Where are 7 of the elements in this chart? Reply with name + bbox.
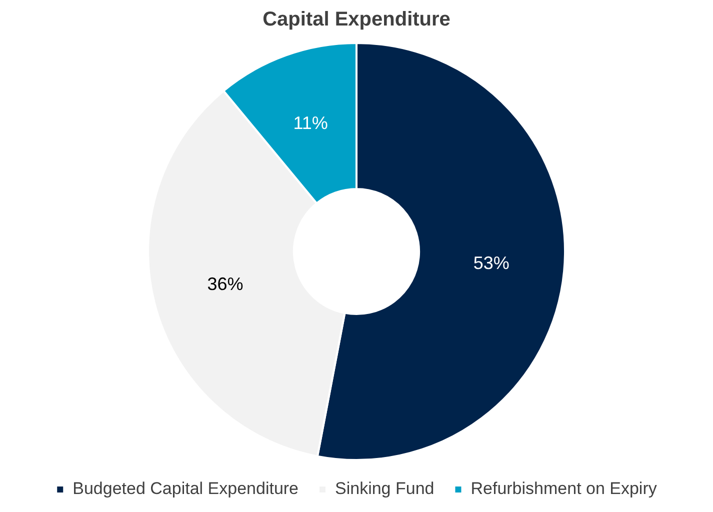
data-label: 36% (207, 274, 244, 294)
chart-title: Capital Expenditure (262, 8, 450, 31)
data-label: 11% (293, 112, 328, 133)
legend-label: Refurbishment on Expiry (470, 479, 658, 498)
data-label: 53% (473, 253, 510, 274)
legend-label: Sinking Fund (335, 479, 434, 498)
legend-label: Budgeted Capital Expenditure (72, 479, 299, 498)
